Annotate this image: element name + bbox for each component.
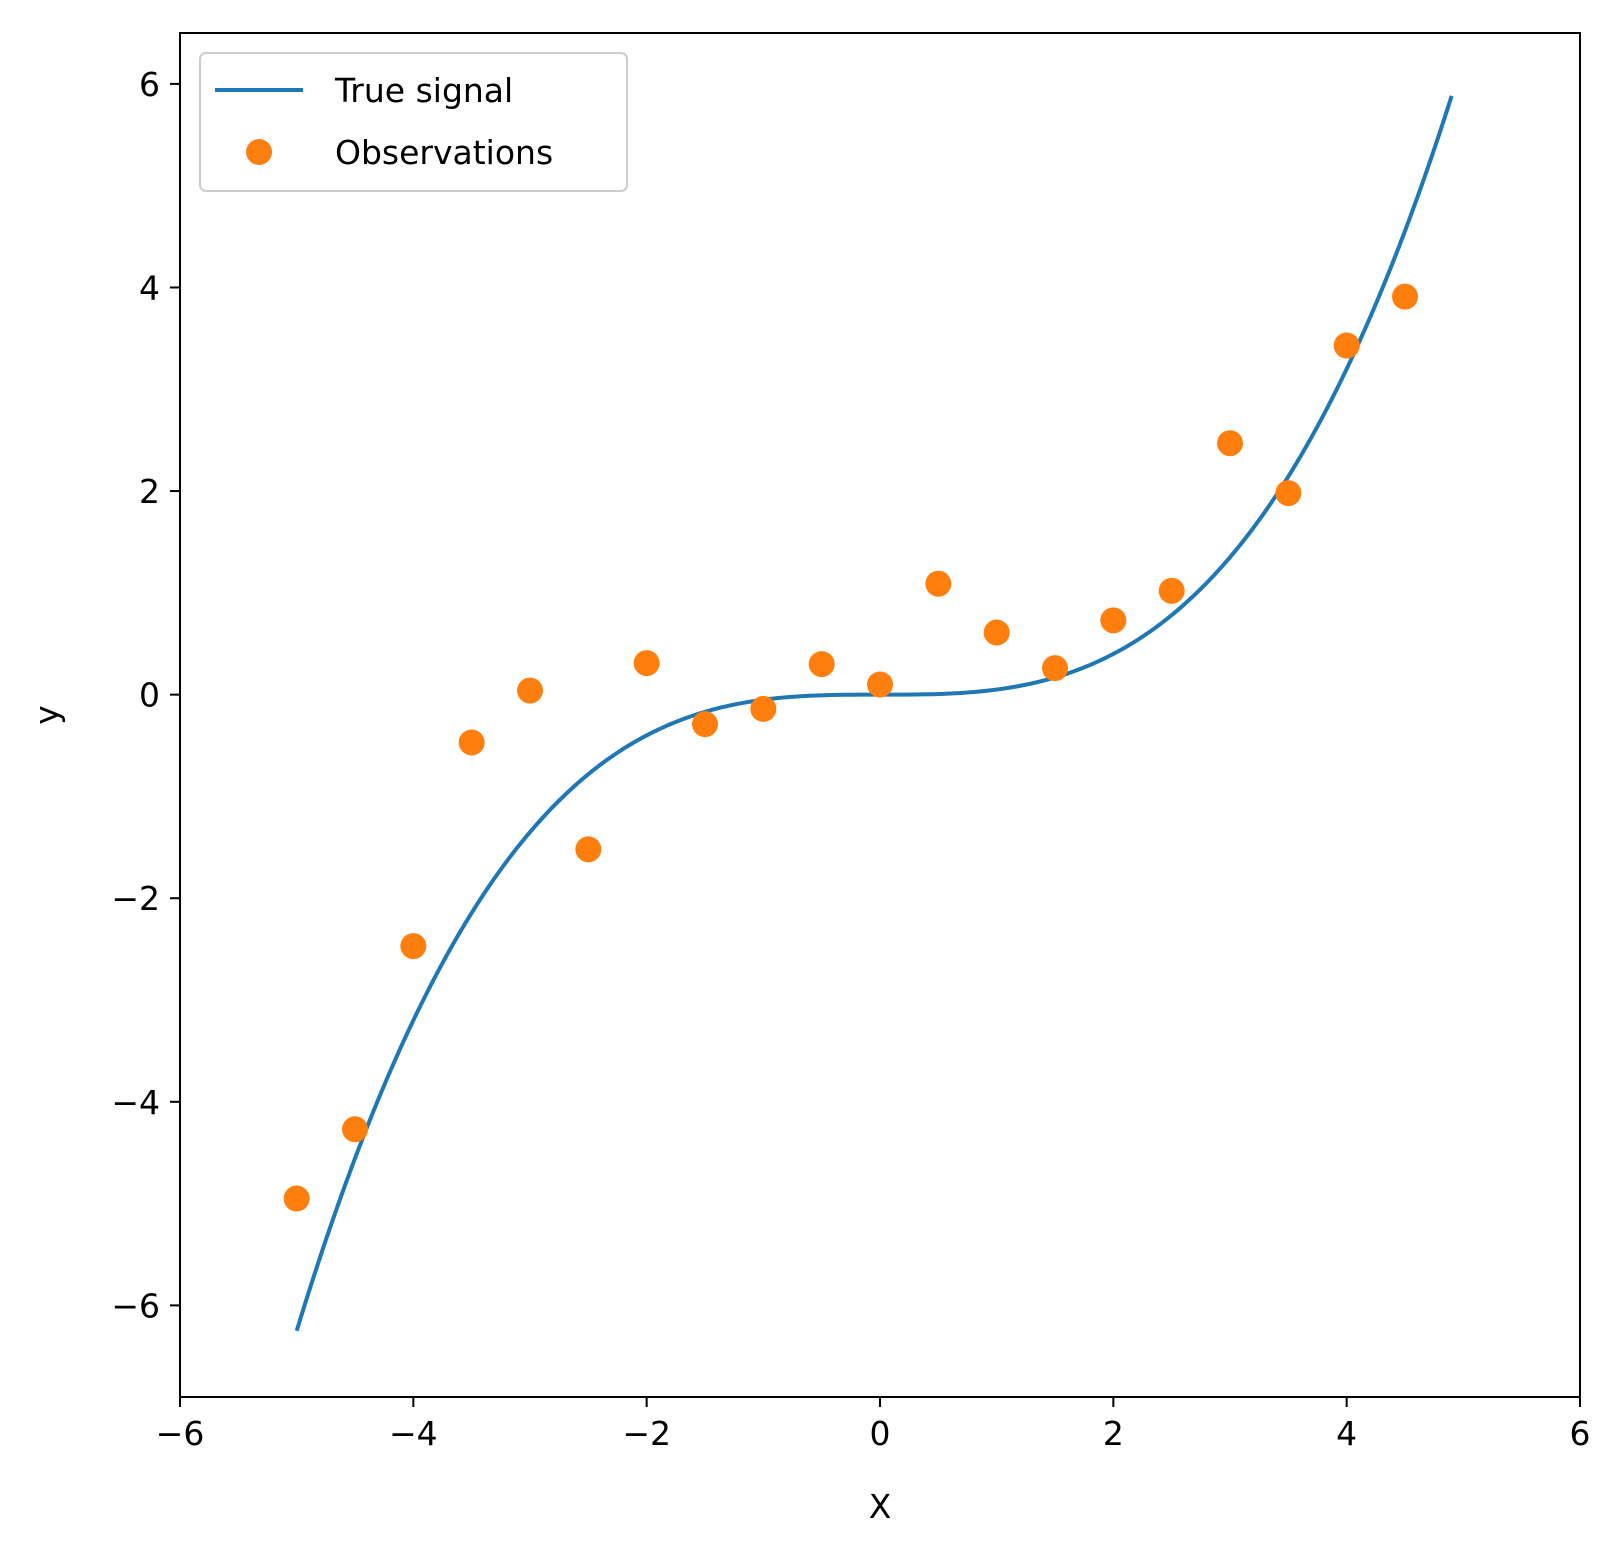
- observation-point: [1100, 607, 1127, 634]
- x-tick-label: 0: [870, 1414, 891, 1453]
- observation-point: [342, 1116, 368, 1143]
- y-tick-label: 6: [139, 65, 160, 104]
- x-tick-label: −4: [389, 1414, 438, 1453]
- observation-point: [750, 695, 777, 722]
- observation-point: [400, 933, 427, 960]
- x-tick-label: −6: [156, 1414, 205, 1453]
- y-tick-label: −6: [111, 1286, 160, 1325]
- observation-point: [692, 711, 718, 738]
- x-tick-label: 6: [1570, 1414, 1591, 1453]
- legend-label-true-signal: True signal: [334, 71, 513, 110]
- observation-point: [633, 650, 660, 677]
- y-tick-label: 4: [139, 268, 160, 307]
- observation-point: [517, 677, 543, 704]
- observation-point: [1392, 283, 1418, 310]
- y-axis-ticks: −6 −4 −2 0 2 4 6: [111, 65, 180, 1325]
- observation-point: [458, 729, 485, 756]
- y-tick-label: 2: [139, 472, 160, 511]
- x-tick-label: −2: [622, 1414, 671, 1453]
- observation-point: [808, 651, 835, 678]
- legend-label-observations: Observations: [335, 133, 553, 172]
- observation-point: [1217, 430, 1243, 457]
- x-axis-ticks: −6 −4 −2 0 2 4 6: [156, 1397, 1591, 1453]
- observations-series: [283, 283, 1418, 1212]
- x-axis-label: X: [869, 1487, 892, 1526]
- observation-point: [925, 570, 952, 597]
- observation-point: [867, 671, 893, 698]
- legend-dot-swatch: [246, 139, 272, 165]
- legend: True signal Observations: [199, 52, 628, 192]
- y-axis-label: y: [27, 705, 66, 725]
- x-tick-label: 4: [1336, 1414, 1357, 1453]
- observation-point: [1275, 480, 1302, 507]
- plot-area: [283, 95, 1454, 1332]
- observation-point: [983, 619, 1010, 646]
- legend-box: [199, 52, 628, 192]
- observation-point: [1333, 332, 1360, 359]
- observation-point: [1042, 655, 1068, 682]
- y-tick-label: −2: [111, 879, 160, 918]
- observation-point: [1158, 577, 1185, 604]
- y-tick-label: 0: [139, 676, 160, 715]
- observation-point: [283, 1185, 310, 1212]
- observation-point: [575, 836, 602, 863]
- y-tick-label: −4: [111, 1083, 160, 1122]
- x-tick-label: 2: [1103, 1414, 1124, 1453]
